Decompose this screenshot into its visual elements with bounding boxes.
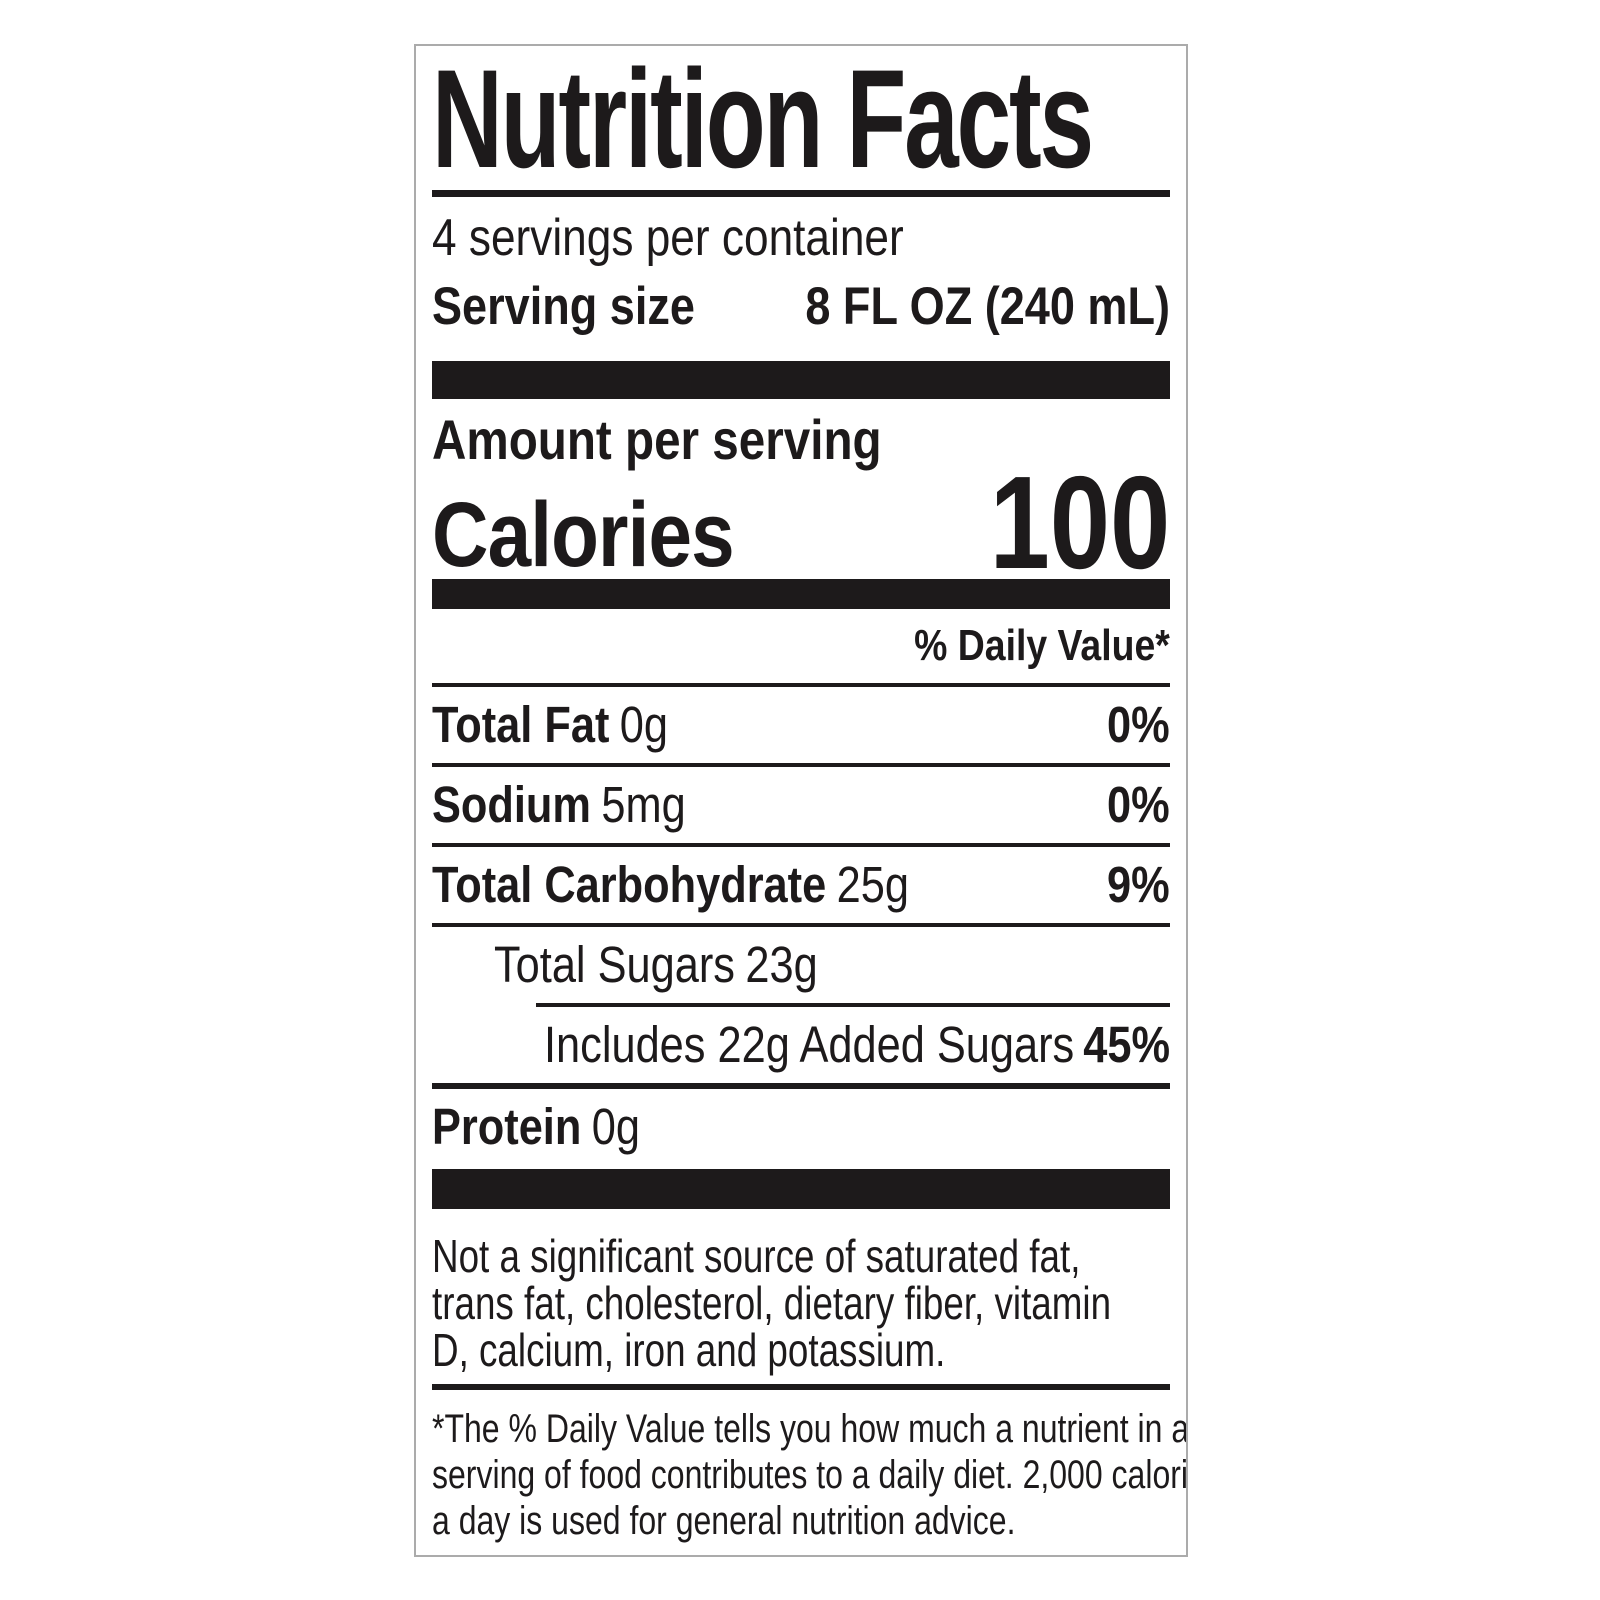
nutrient-name: Protein — [432, 1098, 582, 1155]
row-divider — [432, 683, 1170, 687]
servings-per-container: 4 servings per container — [432, 209, 904, 267]
nutrient-daily-value: 9% — [1107, 856, 1170, 913]
nutrient-daily-value: 45% — [1083, 1016, 1170, 1073]
daily-value-footnote: *The % Daily Value tells you how much a … — [432, 1407, 1188, 1543]
separator-bar-thick — [432, 1169, 1170, 1209]
calories-block: Amount per serving Calories 100 — [432, 408, 1170, 589]
separator-bar-thick — [432, 361, 1170, 399]
row-divider — [432, 923, 1170, 927]
title-divider — [432, 190, 1170, 197]
label-title: Nutrition Facts — [432, 44, 1170, 197]
nutrition-facts-label: Nutrition Facts 4 servings per container… — [414, 44, 1188, 1557]
nutrient-name: Total Fat — [432, 696, 610, 753]
nutrient-amount: 25g — [836, 856, 909, 913]
nutrient-amount: 23g — [745, 936, 818, 993]
calories-value: 100 — [989, 449, 1170, 596]
serving-size-row: Serving size 8 FL OZ (240 mL) — [432, 279, 1170, 335]
separator-bar-medium — [432, 579, 1170, 609]
calories-label: Calories — [432, 484, 735, 586]
nutrient-amount: 0g — [619, 696, 669, 753]
nutrient-name: Includes 22g Added Sugars — [544, 1016, 1075, 1073]
nutrient-row-added-sugars: Includes 22g Added Sugars 45% — [432, 1007, 1170, 1083]
daily-value-header: % Daily Value* — [914, 621, 1170, 670]
nutrient-name: Sodium — [432, 776, 591, 833]
nutrient-row-protein: Protein 0g — [432, 1089, 1170, 1165]
row-divider-medium — [432, 1083, 1170, 1089]
nutrient-row-total-fat: Total Fat 0g 0% — [432, 687, 1170, 763]
nutrient-row-total-carbohydrate: Total Carbohydrate 25g 9% — [432, 847, 1170, 923]
row-divider — [432, 763, 1170, 767]
serving-size-label: Serving size — [432, 277, 695, 336]
label-title-text: Nutrition Facts — [432, 44, 1094, 197]
amount-per-serving: Amount per serving — [432, 408, 882, 471]
nutrient-row-sodium: Sodium 5mg 0% — [432, 767, 1170, 843]
nutrient-row-total-sugars: Total Sugars 23g — [432, 927, 1170, 1003]
serving-size-value: 8 FL OZ (240 mL) — [805, 277, 1170, 336]
nutrient-name: Total Sugars — [494, 936, 735, 993]
nutrient-amount: 5mg — [601, 776, 686, 833]
row-divider — [432, 843, 1170, 847]
not-significant-note: Not a significant source of saturated fa… — [432, 1230, 1112, 1376]
nutrient-name: Total Carbohydrate — [432, 856, 827, 913]
nutrient-daily-value: 0% — [1107, 696, 1170, 753]
row-divider-indented — [536, 1003, 1170, 1007]
nutrient-daily-value: 0% — [1107, 776, 1170, 833]
footnote-divider — [432, 1384, 1170, 1390]
nutrient-amount: 0g — [591, 1098, 640, 1155]
